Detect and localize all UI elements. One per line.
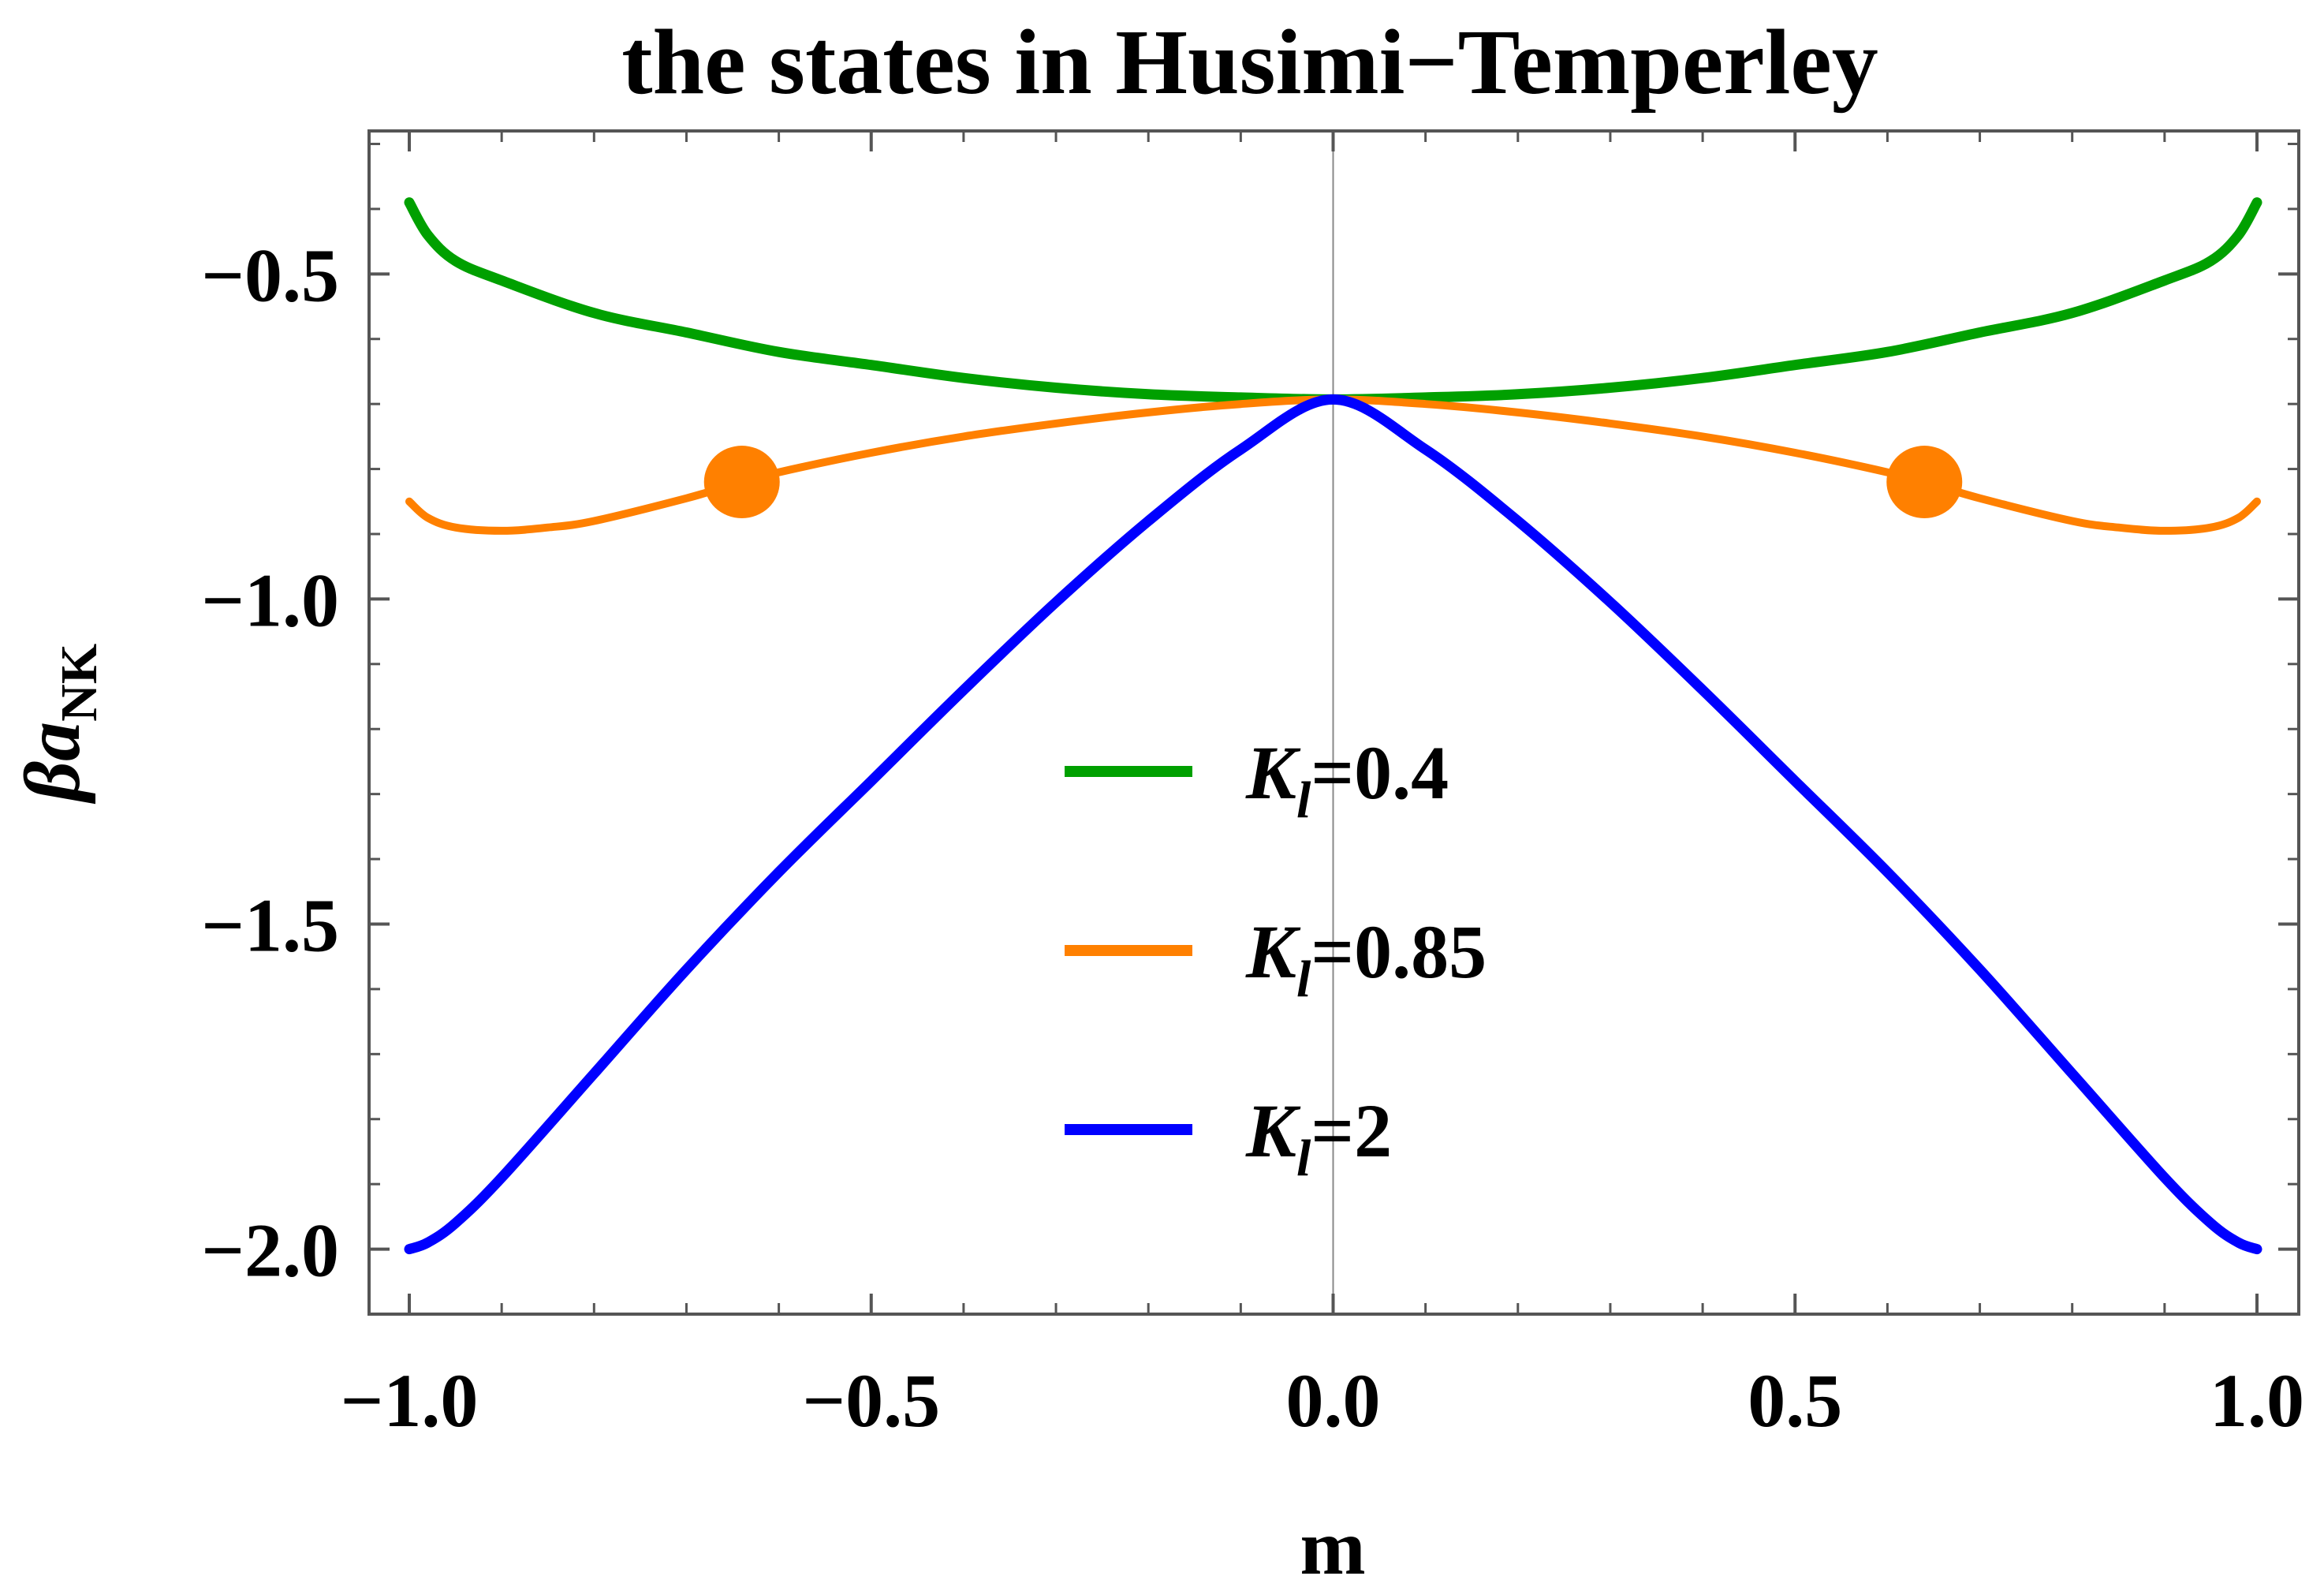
legend-label-base: K [1245,909,1301,994]
series-layer [404,197,2262,1255]
legend-label: Kl=2 [1245,1089,1392,1187]
x-tick-label: 0.5 [1748,1358,1842,1443]
legend-label-base: K [1245,1089,1301,1173]
legend-label-sub: l [1296,1130,1311,1187]
y-axis-label: βaNK [9,644,108,805]
legend-label-value: =0.4 [1311,730,1449,815]
series-line-2 [404,394,2262,1255]
minor-ticks [369,131,2299,1316]
critical-point-marker [703,446,780,519]
x-tick-label: 1.0 [2210,1358,2304,1443]
plot-area: −1.0 −0.5 0.0 0.5 1.0 −0.5 −1.0 −1.5 −2.0 [201,129,2304,1443]
x-axis-label: m [1300,1503,1365,1591]
legend-label-value: =2 [1311,1089,1392,1173]
legend-label-value: =0.85 [1311,909,1487,994]
marker-layer [703,446,1963,519]
y-tick-label: −2.0 [201,1208,339,1293]
critical-point-marker [1886,446,1963,519]
x-tick-label: 0.0 [1286,1358,1381,1443]
y-tick-label: −1.5 [201,883,339,967]
legend-label-sub: l [1296,950,1311,1008]
legend-label: Kl=0.4 [1245,730,1449,829]
legend-item: Kl=0.4 [1065,730,1449,829]
chart-title: the states in Husimi−Temperley [621,10,1878,114]
x-axis-ticks: −1.0 −0.5 0.0 0.5 1.0 [341,131,2304,1443]
legend-item: Kl=2 [1065,1089,1392,1187]
y-tick-label: −1.0 [201,558,339,642]
legend-item: Kl=0.85 [1065,909,1487,1008]
x-tick-label: −1.0 [341,1358,479,1443]
y-axis-ticks: −0.5 −1.0 −1.5 −2.0 [201,233,2299,1293]
y-tick-label: −0.5 [201,233,339,317]
legend-label: Kl=0.85 [1245,909,1487,1008]
y-axis-label-sub: NK [50,644,108,722]
y-axis-label-main: βa [9,722,96,805]
legend-label-base: K [1245,730,1301,815]
x-tick-label: −0.5 [802,1358,940,1443]
legend-label-sub: l [1296,771,1311,829]
